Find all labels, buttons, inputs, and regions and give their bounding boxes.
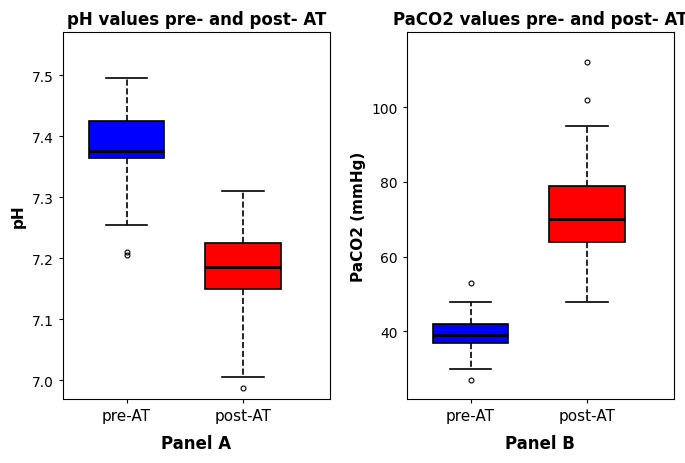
X-axis label: Panel A: Panel A [161,434,232,452]
Title: PaCO2 values pre- and post- AT: PaCO2 values pre- and post- AT [393,11,685,29]
Bar [549,186,625,242]
Bar [205,244,281,289]
X-axis label: Panel B: Panel B [506,434,575,452]
Bar [433,324,508,343]
Title: pH values pre- and post- AT: pH values pre- and post- AT [66,11,326,29]
Y-axis label: pH: pH [11,204,26,228]
Bar [89,122,164,158]
Y-axis label: PaCO2 (mmHg): PaCO2 (mmHg) [351,151,366,281]
